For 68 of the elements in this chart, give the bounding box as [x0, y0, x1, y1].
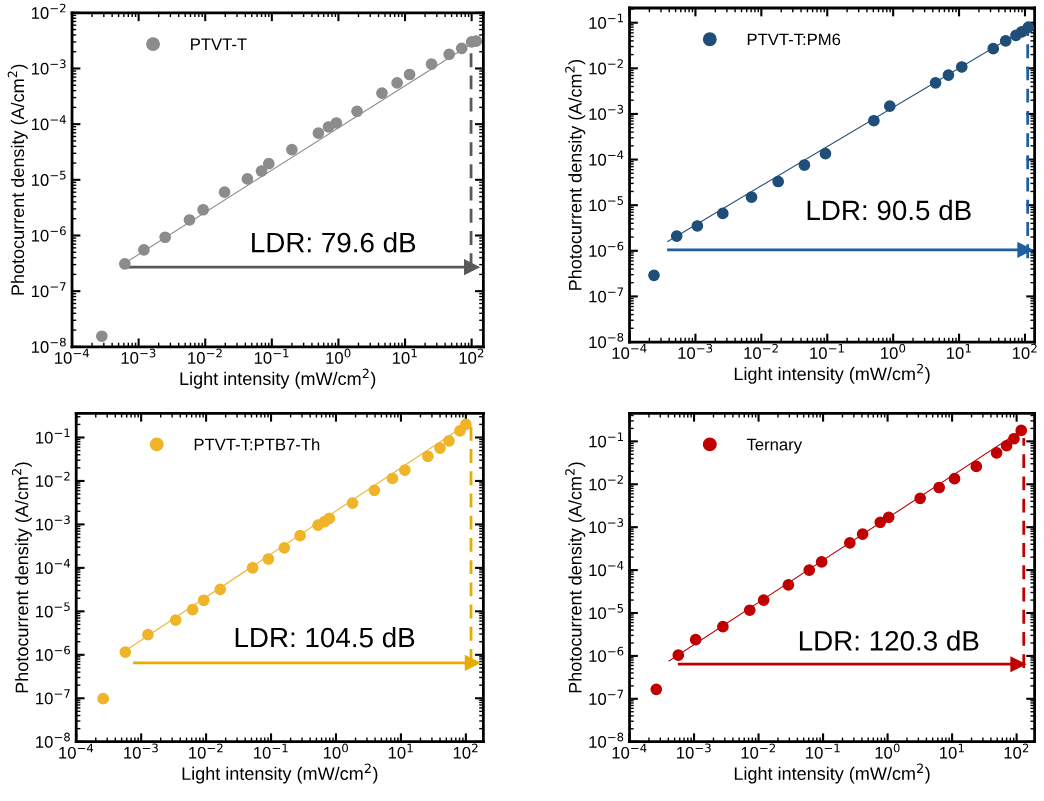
- x-tick-label: 10$^{−3}$: [121, 348, 156, 364]
- y-tick-label: 10$^{−3}$: [589, 518, 624, 534]
- y-tick-label: 10$^{−4}$: [31, 115, 66, 131]
- y-tick-label: 10$^{−2}$: [36, 471, 70, 488]
- y-tick-label: 10$^{−4}$: [589, 561, 624, 577]
- y-tick-label: 10$^{−4}$: [36, 558, 71, 574]
- y-tick-label: 10$^{−4}$: [589, 150, 624, 166]
- x-tick-label: 10$^{0}$: [881, 343, 906, 359]
- y-tick-label: 10$^{−3}$: [589, 104, 624, 121]
- y-tick-label: 10$^{−5}$: [31, 170, 66, 186]
- x-tick-label: 10$^{−2}$: [188, 348, 222, 364]
- annotation: LDR: 120.3 dB: [799, 630, 979, 651]
- legend-label: PTVT-T:PM6: [747, 33, 841, 46]
- x-tick-label: 10$^{2}$: [1004, 743, 1029, 759]
- x-tick-label: 10$^{−1}$: [806, 743, 840, 759]
- x-tick-label: 10$^{2}$: [459, 348, 484, 364]
- x-tick-label: 10$^{0}$: [326, 348, 351, 364]
- y-tick-label: 10$^{−1}$: [36, 428, 70, 444]
- y-axis-title: Photocurrent density (A/cm$^{2}$): [7, 64, 28, 295]
- x-tick-label: 10$^{1}$: [947, 343, 971, 360]
- x-tick-label: 10$^{−1}$: [254, 743, 288, 759]
- y-tick-label: 10$^{−2}$: [589, 59, 623, 75]
- y-axis-title: Photocurrent density (A/cm$^{2}$): [11, 462, 32, 693]
- y-tick-label: 10$^{−1}$: [589, 432, 623, 448]
- x-tick-label: 10$^{−2}$: [741, 743, 776, 759]
- legend-label: Ternary: [746, 438, 803, 454]
- y-tick-label: 10$^{−1}$: [589, 13, 623, 29]
- y-tick-label: 10$^{−6}$: [589, 241, 624, 257]
- y-tick-label: 10$^{−5}$: [589, 196, 624, 212]
- y-tick-label: 10$^{−5}$: [589, 604, 624, 620]
- legend-label: PTVT-T:PTB7-Th: [194, 438, 320, 451]
- x-axis-title: Light intensity (mW/cm$^{2}$): [182, 763, 378, 784]
- x-tick-label: 10$^{1}$: [392, 348, 417, 364]
- y-tick-label: 10$^{−3}$: [36, 515, 70, 531]
- y-tick-label: 10$^{−3}$: [31, 59, 66, 75]
- y-tick-label: 10$^{−6}$: [589, 646, 624, 662]
- y-tick-label: 10$^{−2}$: [31, 3, 66, 19]
- x-tick-label: 10$^{1}$: [388, 743, 413, 759]
- y-tick-label: 10$^{−7}$: [31, 282, 66, 298]
- y-tick-label: 10$^{−7}$: [589, 287, 624, 303]
- y-tick-label: 10$^{−7}$: [589, 689, 624, 705]
- x-tick-label: 10$^{−1}$: [810, 343, 844, 360]
- x-tick-label: 10$^{−2}$: [189, 743, 223, 759]
- x-tick-label: 10$^{1}$: [940, 743, 964, 759]
- x-tick-label: 10$^{2}$: [453, 743, 478, 759]
- annotation: LDR: 90.5 dB: [807, 199, 971, 221]
- x-axis-title: Light intensity (mW/cm$^{2}$): [734, 363, 930, 384]
- y-tick-label: 10$^{−5}$: [36, 602, 70, 618]
- y-tick-label: 10$^{−2}$: [589, 475, 623, 491]
- x-tick-label: 10$^{−1}$: [254, 348, 289, 364]
- x-tick-label: 10$^{−3}$: [124, 743, 158, 759]
- x-tick-label: 10$^{−4}$: [612, 343, 647, 360]
- x-axis-title: Light intensity (mW/cm$^{2}$): [180, 368, 376, 389]
- x-tick-label: 10$^{0}$: [323, 743, 348, 759]
- y-tick-label: 10$^{−6}$: [36, 645, 71, 661]
- x-axis-title: Light intensity (mW/cm$^{2}$): [734, 763, 930, 784]
- x-tick-label: 10$^{−2}$: [744, 343, 778, 359]
- y-axis-title: Photocurrent density (A/cm$^{2}$): [565, 59, 586, 290]
- y-tick-label: 10$^{−7}$: [36, 689, 70, 705]
- y-axis-title: Photocurrent density (A/cm$^{2}$): [565, 462, 586, 693]
- x-tick-label: 10$^{2}$: [1012, 343, 1037, 359]
- legend-label: PTVT-T: [191, 38, 247, 50]
- x-tick-label: 10$^{−3}$: [677, 743, 711, 759]
- x-tick-label: 10$^{0}$: [875, 743, 900, 759]
- annotation: LDR: 79.6 dB: [252, 232, 416, 253]
- y-tick-label: 10$^{−6}$: [31, 226, 66, 242]
- x-tick-label: 10$^{−3}$: [678, 343, 713, 359]
- annotation: LDR: 104.5 dB: [235, 626, 415, 648]
